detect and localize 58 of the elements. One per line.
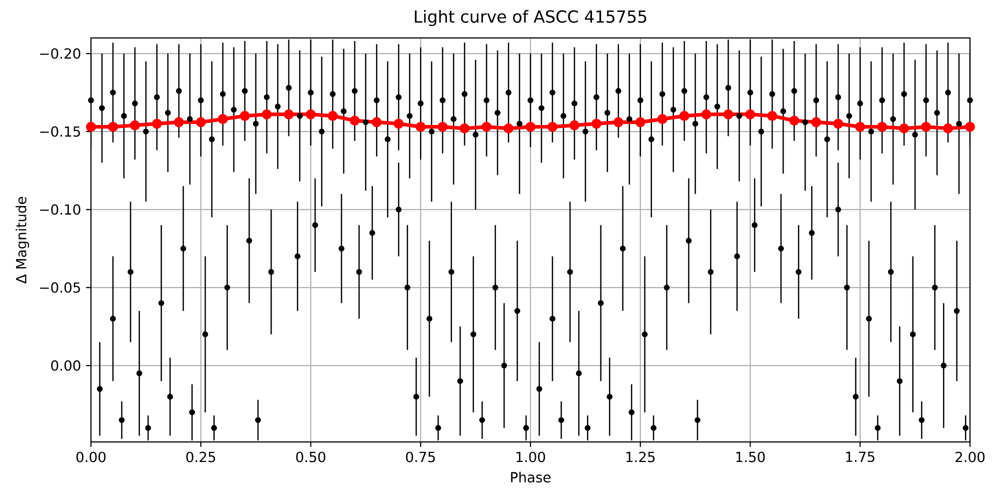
chart-title: Light curve of ASCC 415755 [414,10,646,26]
point [482,122,492,132]
x-tick-label: 0.25 [186,452,216,462]
point [811,117,822,128]
point [438,122,448,132]
point [372,117,382,128]
point [306,109,316,120]
point [965,122,976,132]
point [943,123,954,134]
point [569,120,580,130]
point [767,110,778,121]
point [218,114,228,124]
point [504,123,514,134]
point [921,122,932,132]
y-tick-label: 0.00 [51,360,80,371]
point [416,122,426,132]
point [284,109,294,120]
x-tick-label: 0.00 [76,452,106,462]
point [723,109,734,120]
point [174,117,184,128]
point [855,122,866,132]
point [635,117,646,128]
x-tick-label: 0.75 [406,452,435,462]
point [613,117,624,128]
point [547,122,558,132]
point [877,122,888,132]
y-axis-title: Δ Magnitude [16,196,30,284]
point [262,109,272,120]
point [350,116,360,126]
point [745,109,756,120]
point [196,117,206,128]
point [460,123,470,134]
point [899,123,910,134]
point [328,110,338,121]
point [130,120,140,130]
x-tick-label: 1.50 [736,452,765,462]
x-tick-label: 0.50 [296,452,326,462]
point [701,109,712,120]
point [789,116,800,126]
point [591,118,602,129]
point [833,118,844,129]
x-axis-title: Phase [511,472,551,483]
point [86,122,96,132]
y-tick-label: −0.10 [40,204,80,215]
x-tick-label: 2.00 [956,452,985,462]
point [108,122,118,132]
point [240,110,250,121]
y-tick-label: −0.05 [40,282,80,293]
point [525,122,536,132]
point [394,118,404,129]
point [679,110,690,121]
point [152,118,162,129]
point [657,114,668,124]
y-tick-label: −0.15 [40,126,80,137]
y-tick-label: −0.20 [40,48,80,59]
x-tick-label: 1.00 [516,452,546,462]
x-tick-label: 1.25 [626,452,655,462]
x-tick-label: 1.75 [846,452,874,462]
